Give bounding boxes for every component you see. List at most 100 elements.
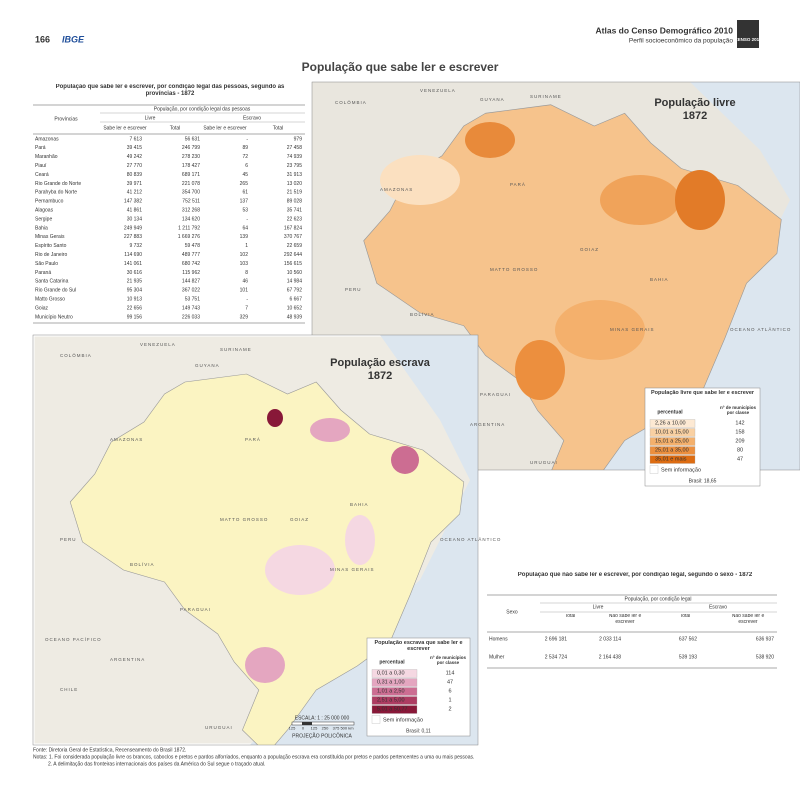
row-label: São Paulo [35,261,58,267]
cell: 30 616 [127,270,143,276]
cell: 636 937 [756,636,774,642]
header-title: Atlas do Censo Demográfico 2010 [596,25,734,35]
header: População, por condição legal [625,596,692,602]
map-title: População escrava [330,357,431,369]
row-label: Alagoas [35,208,54,214]
map-label: GOIAZ [290,517,309,522]
map-label: AMAZONAS [380,187,413,192]
cell: 10 652 [287,305,303,311]
cell: 265 [240,181,249,187]
map-label: SURINAME [530,94,562,99]
legend-range: 15,01 a 25,00 [655,438,689,444]
row-label: Santa Catarina [35,279,69,285]
cell: 115 962 [182,270,200,276]
cell: 46 [242,279,248,285]
cell: 7 613 [129,136,142,142]
cell: 9 732 [129,243,142,249]
header-box: Total [565,614,576,619]
legend-swatch [371,696,418,705]
legend-range: 25,01 a 35,00 [655,447,689,453]
map-label: GUYANA [480,97,505,102]
legend-range: 0,31 a 1,00 [377,679,405,685]
map-label: PARÁ [510,181,526,187]
scale-tick: 500 km [340,726,354,731]
legend-noinfo: Sem informação [383,717,423,723]
map-label: VENEZUELA [420,88,456,93]
map-label: VENEZUELA [140,342,176,347]
legend-col: nº de municípios por classe [720,405,756,416]
scale-tick: 125 [289,726,296,731]
legend-noinfo: Sem informação [661,467,701,473]
map-label: PARAGUAI [480,392,511,397]
cell: 27 458 [287,145,303,151]
cell: 89 [242,145,248,151]
map-label: AMAZONAS [110,437,143,442]
row-label: Bahia [35,225,48,231]
cell: 67 792 [287,288,303,294]
table-title-box: População que não sabe ler e escrever, p… [518,572,752,578]
legend-title: População escrava que sabe ler e escreve… [374,640,463,653]
cell: 102 [240,252,249,258]
cell: 103 [240,261,249,267]
cell: 114 690 [124,252,142,258]
cell: 167 824 [284,225,302,231]
map-label: BAHIA [350,502,369,507]
map-label: MINAS GERAIS [330,567,375,572]
cell: 134 620 [182,216,200,222]
publisher: IBGE [62,34,85,44]
map-year: 1872 [683,110,707,122]
cell: 45 [242,172,248,178]
row-label: Ceará [35,172,49,178]
cell: 2 696 181 [545,636,567,642]
legend-range: 2,26 a 10,00 [655,420,686,426]
cell: 249 949 [124,225,142,231]
legend-brasil: Brasil: 18,65 [689,478,717,484]
cell: 680 742 [182,261,200,267]
row-label: Goiaz [35,305,49,311]
cell: 2 164 438 [599,654,621,660]
cell: 6 667 [289,297,302,303]
cell: 689 171 [182,172,200,178]
cell: 221 078 [182,181,200,187]
cell: 1 [245,243,248,249]
map-label: PARÁ [245,436,261,442]
map-year: 1872 [368,370,392,382]
scale-tick: 0 [302,726,305,731]
cell: 14 984 [287,279,303,285]
row-label: Pará [35,145,46,151]
header: Sabe ler e escrever [103,125,147,131]
cell: - [246,136,248,142]
header: Províncias [54,116,78,122]
cell: 8 [245,270,248,276]
legend-range: 0,01 a 0,30 [377,670,405,676]
legend-range: 2,51 a 5,00 [377,697,405,703]
map-label: GUYANA [195,363,220,368]
legend-col-box: nº de municípios por classe [430,655,466,665]
cell: 1 211 792 [178,225,200,231]
cell: 246 799 [182,145,200,151]
cell: 278 230 [182,154,200,160]
note: Notas: 1. Foi considerada população livr… [33,754,474,760]
logo: CENSO 2010 [734,37,762,42]
map-label: COLÔMBIA [335,99,367,105]
row-label: Minas Gerais [35,234,65,240]
cell: 139 [240,234,249,240]
cell: 10 913 [127,297,143,303]
row-label: Piauí [35,163,47,169]
map-label: URUGUAI [530,460,558,465]
map-label: ARGENTINA [110,657,145,662]
cell: 1 669 276 [178,234,200,240]
legend-col: percentual [657,409,683,415]
cell: 74 939 [287,154,303,160]
header-box: Total [680,614,691,619]
scale: ESCALA: 1 : 25 000 000 [295,715,350,721]
cell: 101 [240,288,249,294]
logo-box [737,20,759,48]
legend-brasil: Brasil: 0,11 [406,728,431,734]
cell: 22 656 [127,305,143,311]
legend-range: 1,01 a 2,50 [377,688,405,694]
scale-tick: 375 [333,726,340,731]
legend-title-box: População escrava que sabe ler e escreve… [374,640,463,653]
cell: 56 631 [185,136,201,142]
